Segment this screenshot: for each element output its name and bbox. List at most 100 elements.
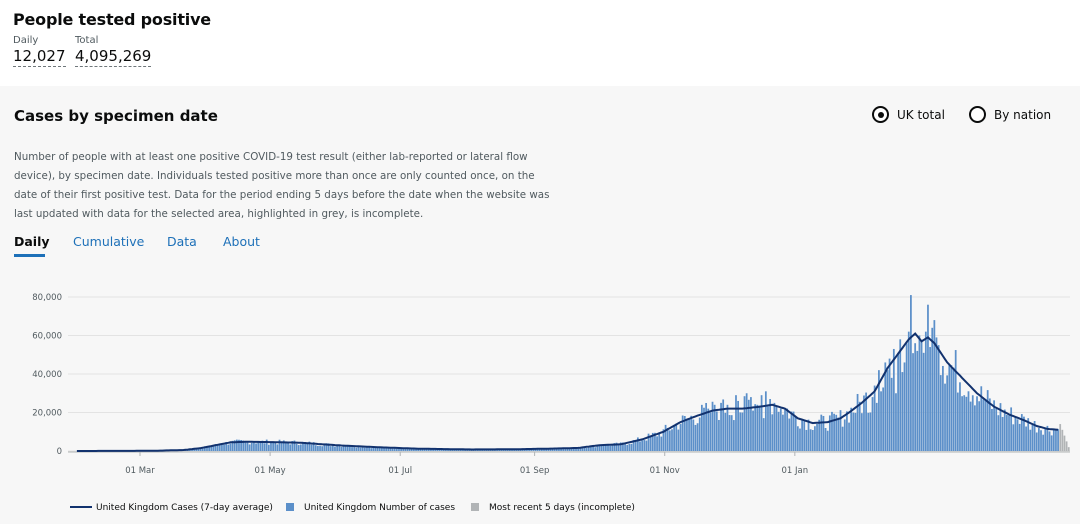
tab-about[interactable]: About [223,234,260,249]
tab-data[interactable]: Data [167,234,197,249]
daily-case-bar [342,446,345,451]
daily-case-bar [1016,419,1019,451]
daily-case-bar [259,440,262,451]
daily-case-bar [660,436,663,451]
daily-case-bar [809,429,812,451]
daily-case-bar [666,427,669,451]
daily-case-bar [916,350,919,451]
x-tick-label: 01 Sep [520,466,550,476]
daily-case-bar [732,420,735,451]
y-tick-label: 0 [57,447,62,457]
daily-case-bar [686,419,688,451]
daily-case-bar [788,418,791,451]
daily-case-bar [918,335,921,451]
daily-case-bar [592,444,594,451]
daily-case-bar [933,320,936,451]
daily-case-bar [193,449,196,451]
daily-case-bar [304,442,306,451]
daily-case-bar [673,424,676,451]
daily-case-bar [683,416,686,451]
daily-case-bar [378,447,381,451]
daily-case-bar [709,412,712,451]
daily-case-bar [393,447,396,451]
daily-case-bar [570,448,573,451]
daily-case-bar [297,445,300,451]
daily-case-bar [363,447,366,451]
daily-case-bar [907,331,910,451]
daily-case-bar [824,428,827,451]
daily-case-bar [240,440,242,451]
daily-case-bar [1006,414,1008,451]
daily-case-bar [769,399,771,451]
daily-case-bar [212,445,215,451]
daily-case-bar [357,445,360,451]
daily-case-bar [543,448,545,451]
daily-case-bar [538,449,541,451]
daily-case-bar [959,382,961,451]
daily-case-bar [718,419,720,451]
tab-daily[interactable]: Daily [14,234,50,249]
daily-case-bar [340,446,343,451]
daily-case-bar [922,352,925,451]
daily-case-bar [225,442,228,451]
daily-case-bar [831,411,833,451]
radio-by-nation[interactable]: By nation [969,106,1051,123]
daily-case-bar [274,442,277,451]
daily-case-bar [818,419,821,451]
daily-case-bar [325,443,328,451]
daily-case-bar [229,443,232,451]
radio-uk-total[interactable]: UK total [872,106,945,123]
daily-case-bar [267,444,270,451]
daily-case-bar [848,422,850,451]
daily-label: Daily [13,35,39,46]
daily-case-bar [302,441,304,451]
daily-case-bar [786,408,789,451]
radio-circle-empty[interactable] [969,106,986,123]
daily-case-bar [408,448,411,451]
daily-case-bar [596,445,599,451]
daily-case-bar [888,358,891,451]
daily-value[interactable]: 12,027 [13,47,66,67]
daily-case-bar [600,445,603,451]
daily-case-bar [270,442,272,451]
daily-case-bar [257,442,260,451]
daily-case-bar [351,447,353,451]
daily-case-bar [604,444,607,451]
daily-case-bar [1042,434,1045,451]
daily-case-bar [805,429,808,451]
daily-case-bar [903,362,906,451]
daily-case-bar [703,407,705,451]
daily-case-bar [1052,429,1055,451]
total-value[interactable]: 4,095,269 [75,47,152,67]
y-tick-label: 60,000 [32,332,62,342]
daily-case-bar [349,445,351,451]
daily-case-bar [314,445,317,451]
daily-case-bar [860,413,863,451]
tab-cumulative[interactable]: Cumulative [73,234,145,249]
daily-case-bar [747,399,750,451]
daily-case-bar [244,441,247,451]
y-tick-label: 20,000 [32,409,62,419]
daily-case-bar [562,448,565,451]
daily-case-bar [801,419,803,451]
daily-case-bar [515,449,518,451]
daily-case-bar [1014,416,1017,451]
x-tick-label: 01 Nov [650,466,680,476]
daily-case-bar [413,448,415,451]
daily-case-bar [1023,416,1025,451]
daily-case-bar [306,442,309,451]
daily-case-bar [227,444,230,451]
daily-case-bar [654,432,656,451]
daily-case-bar [636,437,639,451]
daily-case-bar [756,404,759,451]
daily-case-bar [899,339,902,451]
daily-case-bar [560,448,562,451]
daily-case-bar [323,444,326,451]
radio-circle-selected[interactable] [872,106,889,123]
daily-case-bar [238,439,240,451]
daily-case-bar [214,444,217,451]
daily-case-bar [272,441,274,451]
daily-case-bar [336,445,338,451]
daily-case-bar [944,383,946,451]
